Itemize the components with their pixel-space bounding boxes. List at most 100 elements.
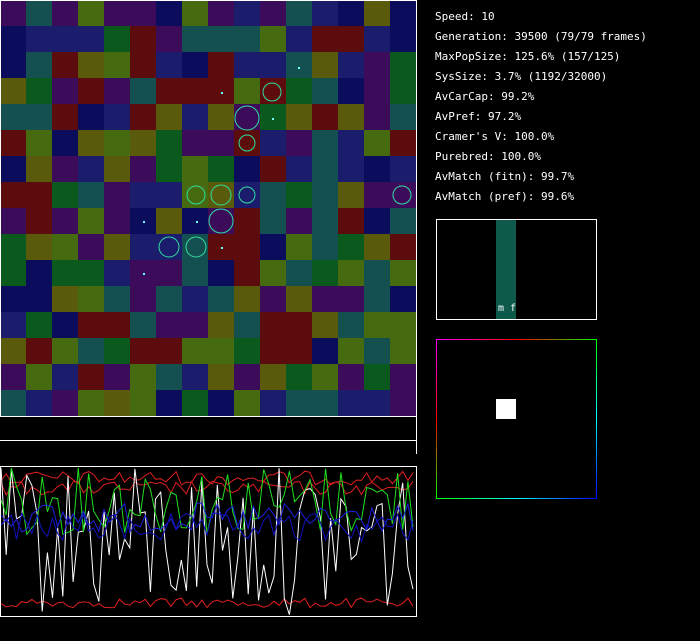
grid-cell — [286, 104, 312, 130]
grid-cell — [0, 104, 26, 130]
grid-cell — [234, 78, 260, 104]
organism-dot — [221, 247, 223, 249]
grid-cell — [104, 78, 130, 104]
grid-cell — [312, 312, 338, 338]
grid-cell — [52, 234, 78, 260]
stat-line: Speed: 10 — [435, 10, 495, 23]
grid-cell — [312, 26, 338, 52]
grid-cell — [104, 52, 130, 78]
grid-border — [0, 0, 417, 417]
preference-marker — [496, 399, 516, 419]
grid-cell — [338, 182, 364, 208]
organism — [238, 186, 256, 204]
grid-cell — [78, 286, 104, 312]
grid-cell — [364, 78, 390, 104]
stat-line: Generation: 39500 (79/79 frames) — [435, 30, 647, 43]
grid-cell — [234, 312, 260, 338]
grid-cell — [52, 52, 78, 78]
grid-cell — [260, 104, 286, 130]
organisms — [143, 67, 412, 275]
grid-cell — [364, 286, 390, 312]
grid-cell — [156, 338, 182, 364]
grid-cell — [260, 130, 286, 156]
grid-cell — [26, 0, 52, 26]
grid-cell — [286, 260, 312, 286]
grid-cell — [0, 364, 26, 390]
grid-cell — [130, 52, 156, 78]
grid-cell — [286, 338, 312, 364]
organism-dot — [221, 92, 223, 94]
grid-cell — [390, 338, 416, 364]
grid-cell — [234, 0, 260, 26]
grid-cell — [364, 182, 390, 208]
stat-line: MaxPopSize: 125.6% (157/125) — [435, 50, 620, 63]
grid-cell — [312, 338, 338, 364]
grid-cell — [286, 312, 312, 338]
grid-cell — [364, 260, 390, 286]
grid-cell — [52, 286, 78, 312]
grid-cell — [78, 208, 104, 234]
grid-cell — [78, 104, 104, 130]
history-line — [0, 597, 414, 609]
grid-cell — [52, 0, 78, 26]
grid-cell — [312, 156, 338, 182]
grid-cell — [104, 208, 130, 234]
grid-cell — [182, 104, 208, 130]
grid-cell — [104, 0, 130, 26]
grid-cell — [260, 208, 286, 234]
grid-cell — [338, 338, 364, 364]
grid-cell — [338, 286, 364, 312]
grid-cell — [156, 0, 182, 26]
grid-cell — [130, 104, 156, 130]
grid-cell — [390, 364, 416, 390]
grid-cell — [260, 156, 286, 182]
grid-cell — [338, 52, 364, 78]
grid-cell — [234, 234, 260, 260]
grid-cell — [208, 338, 234, 364]
grid-cell — [26, 260, 52, 286]
grid-cell — [208, 208, 234, 234]
grid-cell — [130, 338, 156, 364]
grid-cell — [182, 312, 208, 338]
grid-cell — [104, 338, 130, 364]
grid-cell — [0, 312, 26, 338]
grid-cell — [338, 78, 364, 104]
grid-cell — [156, 26, 182, 52]
grid-cell — [78, 130, 104, 156]
grid-cell — [286, 130, 312, 156]
grid-cell — [26, 234, 52, 260]
organism — [234, 105, 260, 131]
grid-cell — [286, 286, 312, 312]
grid-cell — [260, 286, 286, 312]
grid-cell — [312, 208, 338, 234]
grid-cell — [104, 364, 130, 390]
grid-cell — [156, 182, 182, 208]
organism — [208, 208, 234, 234]
grid-cell — [338, 104, 364, 130]
grid-cell — [312, 52, 338, 78]
grid-cell — [208, 312, 234, 338]
grid-cell — [234, 208, 260, 234]
grid-cell — [312, 286, 338, 312]
grid-cell — [312, 260, 338, 286]
grid-cell — [286, 234, 312, 260]
grid-cell — [130, 130, 156, 156]
grid-cell — [312, 234, 338, 260]
grid-cell — [338, 156, 364, 182]
grid-cell — [312, 182, 338, 208]
organism — [186, 185, 206, 205]
grid-cell — [260, 182, 286, 208]
grid-cell — [208, 260, 234, 286]
grid-cell — [0, 156, 26, 182]
grid-cell — [52, 26, 78, 52]
grid-cell — [0, 26, 26, 52]
grid-cell — [312, 390, 338, 416]
grid-cell — [364, 52, 390, 78]
grid-cell — [26, 390, 52, 416]
grid-cell — [338, 26, 364, 52]
grid-cell — [182, 0, 208, 26]
grid-cell — [312, 130, 338, 156]
grid-cell — [208, 156, 234, 182]
grid-cell — [104, 260, 130, 286]
